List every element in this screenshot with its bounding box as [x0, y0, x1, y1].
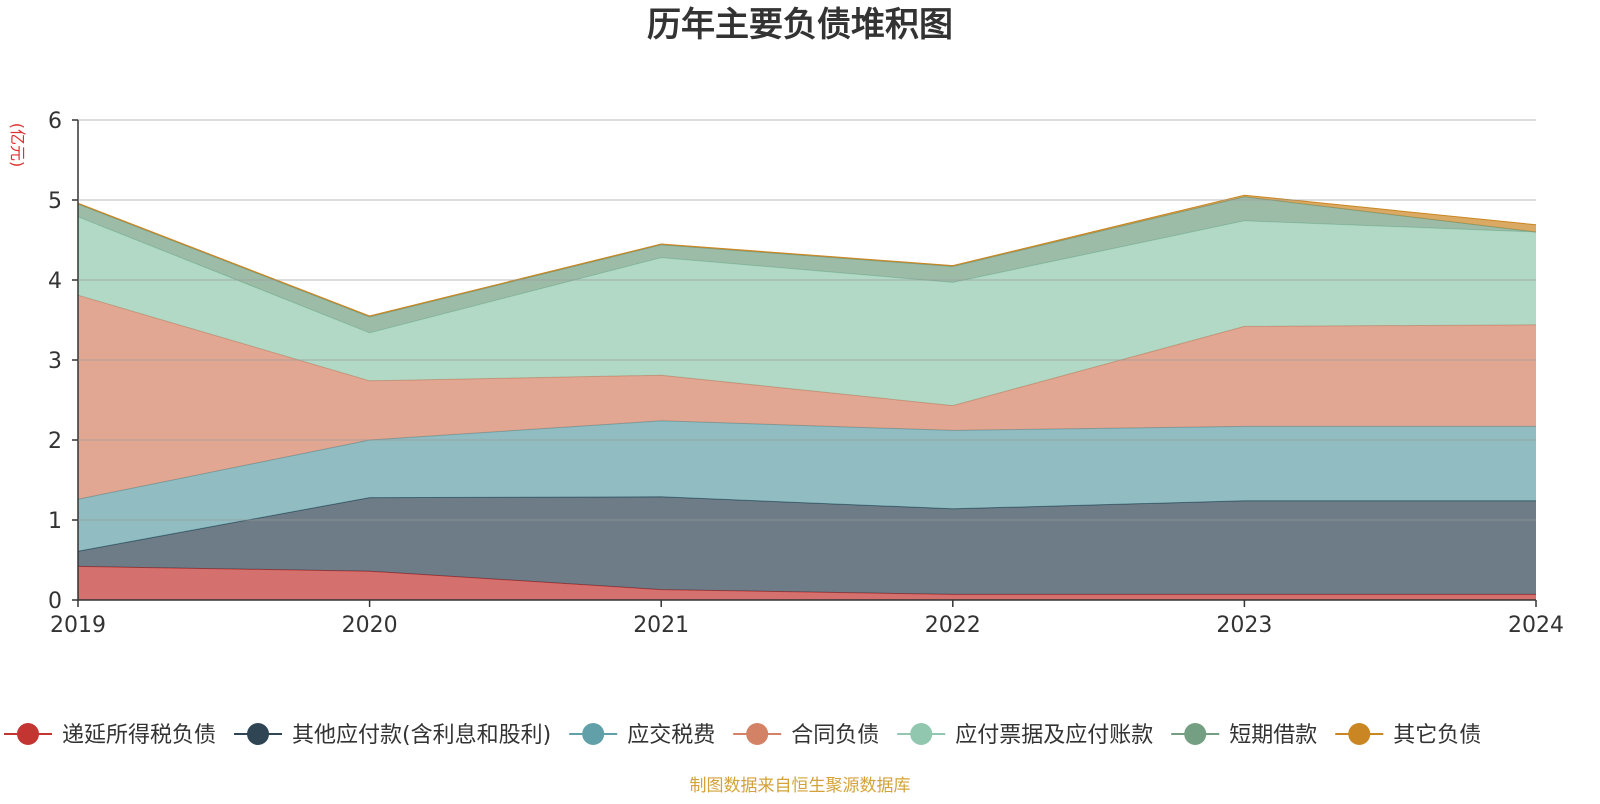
legend-label: 其它负债: [1393, 723, 1481, 748]
legend-item-2: 其他应付款(含利息和股利): [234, 723, 551, 748]
y-tick-label: 0: [48, 589, 62, 614]
x-tick-label: 2023: [1216, 613, 1272, 638]
grid-lines: [78, 119, 1536, 521]
legend-item-7: 其它负债: [1335, 723, 1481, 748]
y-tick-label: 2: [48, 429, 62, 454]
data-source-note: 制图数据来自恒生聚源数据库: [690, 776, 911, 796]
area-series-3: [78, 420, 1536, 552]
legend-marker: [910, 723, 933, 745]
x-tick-label: 2019: [50, 613, 106, 638]
legend-marker: [247, 723, 270, 745]
chart-title: 历年主要负债堆积图: [647, 5, 953, 45]
legend-item-3: 应交税费: [569, 723, 715, 748]
legend-marker: [17, 723, 39, 745]
legend-label: 短期借款: [1229, 723, 1317, 748]
legend-label: 应交税费: [627, 723, 715, 748]
y-tick-label: 3: [48, 349, 62, 374]
y-tick-label: 1: [48, 509, 62, 534]
legend-marker: [1348, 723, 1371, 745]
legend-item-5: 应付票据及应付账款: [897, 723, 1153, 748]
legend-item-1: 递延所得税负债: [4, 723, 216, 748]
x-tick-label: 2024: [1508, 613, 1564, 638]
y-axis-unit-label: (亿元): [8, 123, 27, 168]
legend-marker: [582, 723, 605, 745]
legend-label: 递延所得税负债: [62, 723, 216, 748]
area-series-6: [78, 196, 1536, 333]
area-series-group: [77, 194, 1537, 600]
area-series-1: [78, 566, 1536, 600]
series-line-6: [77, 196, 1537, 318]
y-tick-label: 6: [48, 109, 62, 134]
y-tick-label: 4: [48, 269, 62, 294]
x-tick-label: 2021: [633, 613, 689, 638]
x-tick-label: 2020: [342, 613, 398, 638]
legend: 递延所得税负债 其他应付款(含利息和股利) 应交税费 合同负债 应付票据及应付账款 短期借…: [4, 723, 1481, 748]
legend-marker: [1184, 723, 1207, 745]
area-series-5: [78, 216, 1536, 406]
legend-item-4: 合同负债: [733, 723, 879, 748]
area-series-2: [78, 496, 1536, 595]
legend-item-6: 短期借款: [1171, 723, 1317, 748]
legend-marker: [746, 723, 769, 745]
legend-label: 其他应付款(含利息和股利): [292, 723, 551, 748]
x-tick-label: 2022: [925, 613, 981, 638]
legend-label: 应付票据及应付账款: [955, 723, 1153, 748]
legend-label: 合同负债: [791, 723, 879, 748]
y-tick-label: 5: [48, 189, 62, 214]
